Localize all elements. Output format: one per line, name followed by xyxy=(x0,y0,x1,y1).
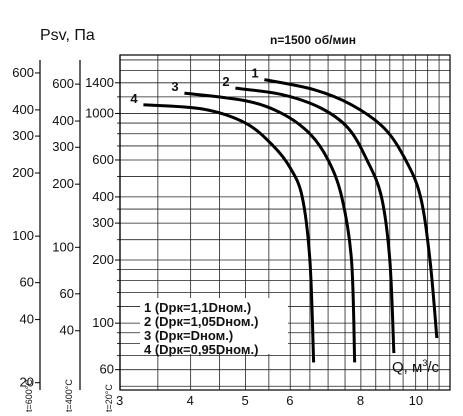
x-tick-label: 10 xyxy=(409,393,423,408)
y-tick-label-600: 200 xyxy=(12,165,34,180)
y-tick-label-main: 600 xyxy=(92,152,114,167)
y-tick-label-400: 60 xyxy=(60,286,74,301)
y-tick-label-600: 60 xyxy=(20,275,34,290)
series-label-4: 4 xyxy=(130,91,138,106)
y-tick-label-main: 100 xyxy=(92,315,114,330)
series-line-1 xyxy=(264,78,439,339)
y-tick-label-main: 200 xyxy=(92,252,114,267)
series-line-3 xyxy=(184,91,357,363)
chart-axes: 3 4 5 6 8 101400100060040030020010060t=20°C60… xyxy=(12,54,451,412)
y-tick-label-main: 300 xyxy=(92,215,114,230)
legend-entry-4: 4 (Dpк=0,95Dном.) xyxy=(144,342,258,357)
y-tick-label-main: 60 xyxy=(100,362,114,377)
temperature-label-400: t=400°C xyxy=(64,379,74,412)
x-tick-label: 3 xyxy=(116,393,123,408)
y-tick-label-600: 600 xyxy=(12,65,34,80)
y-tick-label-400: 40 xyxy=(60,323,74,338)
y-tick-label-400: 200 xyxy=(52,176,74,191)
y-tick-label-600: 20 xyxy=(20,375,34,390)
y-tick-label-400: 300 xyxy=(52,139,74,154)
series-line-4 xyxy=(143,103,316,363)
y-axis-label: Psv, Па xyxy=(40,27,95,44)
series-label-2: 2 xyxy=(222,74,229,89)
legend-entry-1: 1 (Dpк=1,1Dном.) xyxy=(144,300,251,315)
temperature-label-600: t=600°C xyxy=(24,379,34,412)
temperature-label-20: t=20°C xyxy=(104,384,114,412)
y-tick-label-main: 1000 xyxy=(85,105,114,120)
x-tick-label: 5 xyxy=(241,393,248,408)
series-label-3: 3 xyxy=(171,79,178,94)
y-tick-label-400: 400 xyxy=(52,113,74,128)
legend-entry-3: 3 (Dpк=Dном.) xyxy=(144,328,233,343)
series-line-2 xyxy=(235,86,396,354)
x-tick-label: 4 xyxy=(187,393,194,408)
chart-title: n=1500 об/мин xyxy=(270,33,356,47)
y-tick-label-main: 1400 xyxy=(85,75,114,90)
series-label-1: 1 xyxy=(251,66,258,81)
legend: 1 (Dpк=1,1Dном.)2 (Dpк=1,05Dном.)3 (Dpк=… xyxy=(140,298,288,357)
y-tick-label-400: 100 xyxy=(52,239,74,254)
x-tick-label: 8 xyxy=(357,393,364,408)
legend-entry-2: 2 (Dpк=1,05Dном.) xyxy=(144,314,258,329)
y-tick-label-main: 400 xyxy=(92,189,114,204)
x-tick-label: 6 xyxy=(286,393,293,408)
chart-labels: 1 2 3 4 xyxy=(130,66,258,106)
y-tick-label-600: 100 xyxy=(12,228,34,243)
y-tick-label-600: 400 xyxy=(12,102,34,117)
chart-curves xyxy=(143,78,439,363)
y-tick-label-600: 40 xyxy=(20,312,34,327)
y-tick-label-600: 300 xyxy=(12,128,34,143)
y-tick-label-400: 600 xyxy=(52,76,74,91)
x-axis-label: Q, м3/c xyxy=(392,358,440,376)
chart-grid xyxy=(119,55,450,390)
legend-background xyxy=(140,298,288,354)
